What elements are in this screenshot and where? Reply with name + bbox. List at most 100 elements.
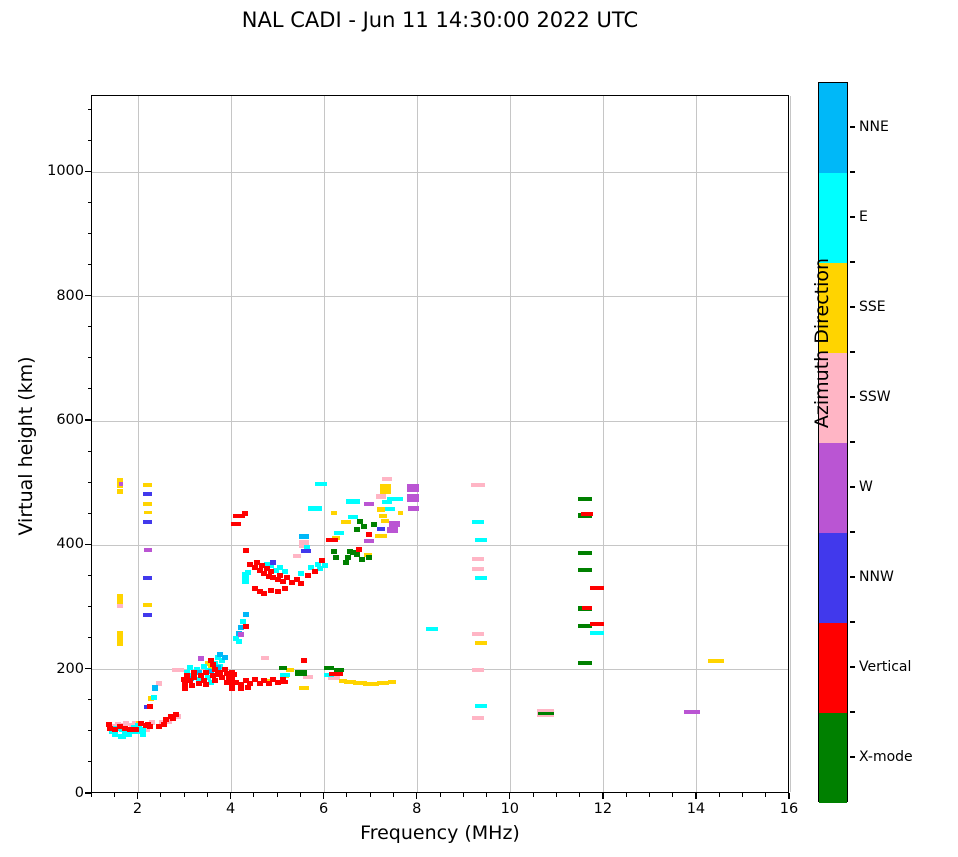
scatter-point-x-mode — [330, 549, 337, 555]
scatter-point-vertical — [133, 727, 140, 733]
colorbar-boundary-tick — [850, 621, 855, 623]
scatter-point-vertical — [244, 684, 251, 690]
scatter-point-vertical — [106, 726, 113, 732]
y-axis-minor-tick — [87, 388, 91, 390]
x-axis-minor-tick — [462, 793, 464, 797]
y-axis-tick — [85, 419, 91, 421]
x-axis-minor-tick — [276, 793, 278, 797]
scatter-point-e — [315, 481, 328, 486]
chart-title: NAL CADI - Jun 11 14:30:00 2022 UTC — [241, 8, 639, 32]
scatter-point-nnw — [143, 491, 153, 496]
scatter-point-sse — [379, 484, 391, 495]
scatter-point-vertical — [247, 680, 254, 686]
x-axis-minor-tick — [392, 793, 394, 797]
scatter-point-vertical — [319, 558, 326, 564]
colorbar-tick — [850, 216, 855, 218]
x-tick-label: 10 — [500, 801, 520, 817]
scatter-point-e — [425, 627, 438, 632]
scatter-point-vertical — [261, 570, 268, 576]
scatter-point-vertical — [300, 658, 307, 664]
scatter-point-e — [240, 618, 247, 624]
scatter-point-vertical — [116, 724, 123, 730]
y-axis-minor-tick — [87, 450, 91, 452]
scatter-point-ssw — [472, 716, 485, 721]
y-axis-minor-tick — [87, 326, 91, 328]
scatter-point-vertical — [277, 572, 284, 578]
scatter-point-x-mode — [358, 556, 365, 562]
scatter-point-vertical — [147, 704, 154, 710]
x-axis-minor-tick — [206, 793, 208, 797]
scatter-point-vertical — [289, 580, 296, 586]
scatter-point-ssw — [292, 553, 301, 558]
x-axis-minor-tick — [90, 793, 92, 797]
scatter-point-x-mode — [342, 560, 349, 566]
scatter-point-vertical — [223, 670, 230, 676]
scatter-point-x-mode — [578, 550, 593, 555]
scatter-point-vertical — [156, 724, 163, 730]
x-tick-label: 12 — [593, 801, 613, 817]
x-axis-tick — [788, 793, 790, 799]
scatter-point-x-mode — [354, 552, 361, 558]
x-axis-minor-tick — [648, 793, 650, 797]
x-axis-tick — [322, 793, 325, 799]
scatter-point-nne — [216, 651, 223, 657]
y-axis-minor-tick — [87, 108, 91, 110]
colorbar-boundary-tick — [850, 531, 855, 533]
scatter-point-vertical — [277, 680, 288, 685]
scatter-point-vertical — [284, 575, 291, 581]
scatter-point-x-mode — [344, 555, 351, 561]
colorbar-label: NNW — [859, 569, 894, 585]
colorbar-tick — [850, 666, 855, 668]
scatter-point-w — [407, 494, 420, 503]
y-axis-minor-tick — [87, 233, 91, 235]
scatter-point-w — [198, 656, 205, 661]
scatter-point-ssw — [122, 721, 129, 727]
scatter-point-vertical — [258, 562, 265, 568]
scatter-point-ssw — [472, 667, 485, 672]
colorbar-label: E — [859, 209, 868, 225]
scatter-point-vertical — [237, 685, 244, 691]
scatter-point-e — [280, 672, 291, 677]
scatter-point-vertical — [251, 564, 258, 570]
colorbar-boundary-tick — [850, 261, 855, 263]
scatter-point-vertical — [270, 575, 277, 581]
scatter-point-vertical — [275, 577, 282, 583]
scatter-point-e — [184, 669, 191, 675]
x-axis-minor-tick — [160, 793, 162, 797]
x-tick-label: 16 — [779, 801, 799, 817]
colorbar-tick — [850, 396, 855, 398]
scatter-point-e — [140, 726, 147, 732]
scatter-point-vertical — [265, 680, 272, 686]
scatter-point-vertical — [189, 682, 196, 688]
y-axis-tick — [85, 295, 91, 297]
scatter-point-vertical — [256, 589, 263, 595]
scatter-point-e — [333, 530, 344, 535]
x-tick-label: 6 — [319, 801, 329, 817]
colorbar-segment-w — [819, 442, 847, 533]
scatter-point-vertical — [268, 587, 275, 593]
colorbar-label: Vertical — [859, 659, 912, 675]
scatter-point-ssw — [156, 681, 162, 687]
scatter-point-vertical — [228, 676, 235, 682]
scatter-point-e — [345, 499, 360, 505]
x-axis-minor-tick — [555, 793, 557, 797]
scatter-point-e — [214, 654, 221, 660]
scatter-point-x-mode — [278, 665, 287, 670]
scatter-point-nnw — [301, 548, 312, 553]
scatter-point-vertical — [230, 672, 237, 678]
x-axis-minor-tick — [532, 793, 534, 797]
scatter-point-vertical — [191, 669, 198, 675]
scatter-point-e — [474, 703, 487, 708]
scatter-point-vertical — [251, 586, 258, 592]
scatter-point-e — [282, 568, 289, 574]
scatter-point-nne — [237, 624, 244, 630]
scatter-point-e — [242, 578, 250, 585]
scatter-point-vertical — [223, 679, 230, 685]
scatter-point-sse — [398, 511, 404, 516]
scatter-point-vertical — [172, 711, 179, 717]
scatter-point-vertical — [203, 670, 209, 676]
scatter-point-x-mode — [354, 527, 361, 533]
y-tick-label: 0 — [74, 785, 84, 801]
scatter-point-e — [235, 639, 242, 645]
scatter-point-e — [120, 733, 127, 739]
